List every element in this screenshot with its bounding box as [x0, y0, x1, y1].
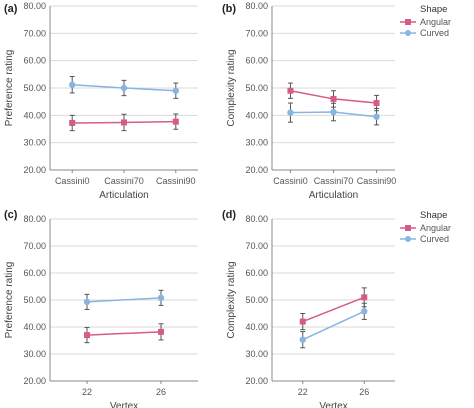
series-line-curved	[302, 310, 365, 341]
y-tick-label: 40.00	[23, 322, 46, 332]
y-tick-label: 20.00	[23, 165, 46, 175]
data-point-angular	[299, 318, 306, 325]
y-tick-label: 70.00	[23, 28, 46, 38]
series-line-angular	[86, 331, 162, 336]
y-tick-label: 30.00	[23, 138, 46, 148]
series-line-angular	[302, 296, 365, 323]
x-tick-label: Cassini70	[104, 176, 144, 186]
y-tick-label: 60.00	[23, 268, 46, 278]
y-tick-label: 20.00	[245, 165, 268, 175]
chart-panel-2: (b) 20.00 30.00 40.00 50.00 60.00 70.00 80.00 Ca…	[222, 1, 451, 201]
x-tick-label: Cassini0	[273, 176, 308, 186]
x-tick-label: Cassini90	[156, 176, 196, 186]
x-tick-label: Cassini70	[314, 176, 354, 186]
y-tick-label: 40.00	[245, 110, 268, 120]
data-point-angular	[69, 119, 76, 126]
series-line-curved	[86, 297, 162, 303]
legend-item-label: Angular	[420, 223, 451, 233]
y-tick-label: 60.00	[23, 56, 46, 66]
y-axis-label: Complexity rating	[226, 49, 237, 126]
chart-panel-1: (a) 20.00 30.00 40.00 50.00 60.00 70.00 80.00 Ca…	[4, 1, 198, 201]
data-point-curved	[120, 84, 128, 92]
data-point-angular	[172, 118, 179, 125]
y-tick-label: 80.00	[245, 214, 268, 224]
panel-label: (c)	[4, 209, 18, 221]
data-point-curved	[69, 81, 76, 88]
data-point-angular	[121, 119, 127, 126]
y-tick-label: 40.00	[245, 322, 268, 332]
x-axis-label: Vertex	[319, 401, 347, 408]
y-axis-label: Preference rating	[4, 262, 15, 339]
legend-marker	[405, 236, 411, 242]
x-tick-label: 22	[82, 387, 92, 397]
y-tick-label: 20.00	[245, 376, 268, 386]
data-point-curved	[172, 87, 179, 94]
data-point-curved	[330, 108, 337, 116]
legend-item-label: Angular	[420, 17, 451, 27]
y-axis-label: Complexity rating	[226, 261, 237, 338]
y-tick-label: 80.00	[245, 1, 268, 11]
y-tick-label: 60.00	[245, 56, 268, 66]
legend-item-label: Curved	[420, 28, 449, 38]
data-point-curved	[299, 336, 306, 343]
legend-marker	[405, 225, 411, 231]
data-point-angular	[373, 100, 380, 107]
x-axis-label: Vertex	[110, 401, 138, 408]
y-tick-label: 50.00	[23, 83, 46, 93]
y-axis-label: Preference rating	[4, 50, 15, 127]
x-tick-label: 26	[156, 387, 166, 397]
data-point-curved	[373, 113, 380, 120]
x-tick-label: 26	[359, 387, 369, 397]
legend-title: Shape	[420, 210, 447, 221]
data-point-curved	[287, 109, 294, 116]
panel-label: (b)	[222, 3, 236, 15]
y-tick-label: 60.00	[245, 268, 268, 278]
data-point-angular	[158, 328, 164, 335]
data-point-curved	[361, 308, 368, 315]
y-tick-label: 50.00	[23, 295, 46, 305]
legend-item-label: Curved	[420, 234, 449, 244]
data-point-angular	[330, 95, 337, 102]
y-tick-label: 50.00	[245, 83, 268, 93]
data-point-angular	[84, 332, 90, 339]
y-tick-label: 80.00	[23, 214, 46, 224]
y-tick-label: 20.00	[23, 376, 46, 386]
y-tick-label: 80.00	[23, 1, 46, 11]
data-point-curved	[83, 298, 91, 306]
x-tick-label: Cassini90	[357, 176, 397, 186]
y-tick-label: 40.00	[23, 110, 46, 120]
legend-marker	[405, 19, 411, 25]
x-axis-label: Articulation	[99, 190, 148, 201]
x-axis-label: Articulation	[309, 190, 358, 201]
x-tick-label: Cassini0	[55, 176, 90, 186]
data-point-curved	[157, 294, 165, 302]
x-tick-label: 22	[298, 387, 308, 397]
y-tick-label: 70.00	[245, 241, 268, 251]
y-tick-label: 30.00	[245, 138, 268, 148]
legend-title: Shape	[420, 4, 447, 15]
data-point-angular	[361, 294, 368, 301]
y-tick-label: 70.00	[23, 241, 46, 251]
y-tick-label: 30.00	[245, 349, 268, 359]
panel-label: (d)	[222, 209, 236, 221]
chart-panel-4: (d) 20.00 30.00 40.00 50.00 60.00 70.00 80.00 22…	[222, 209, 451, 408]
y-tick-label: 30.00	[23, 349, 46, 359]
y-tick-label: 50.00	[245, 295, 268, 305]
legend-marker	[405, 30, 411, 36]
y-tick-label: 70.00	[245, 28, 268, 38]
chart-panel-3: (c) 20.00 30.00 40.00 50.00 60.00 70.00 80.00 22…	[4, 209, 198, 408]
data-point-angular	[287, 87, 294, 94]
panel-label: (a)	[4, 3, 18, 15]
